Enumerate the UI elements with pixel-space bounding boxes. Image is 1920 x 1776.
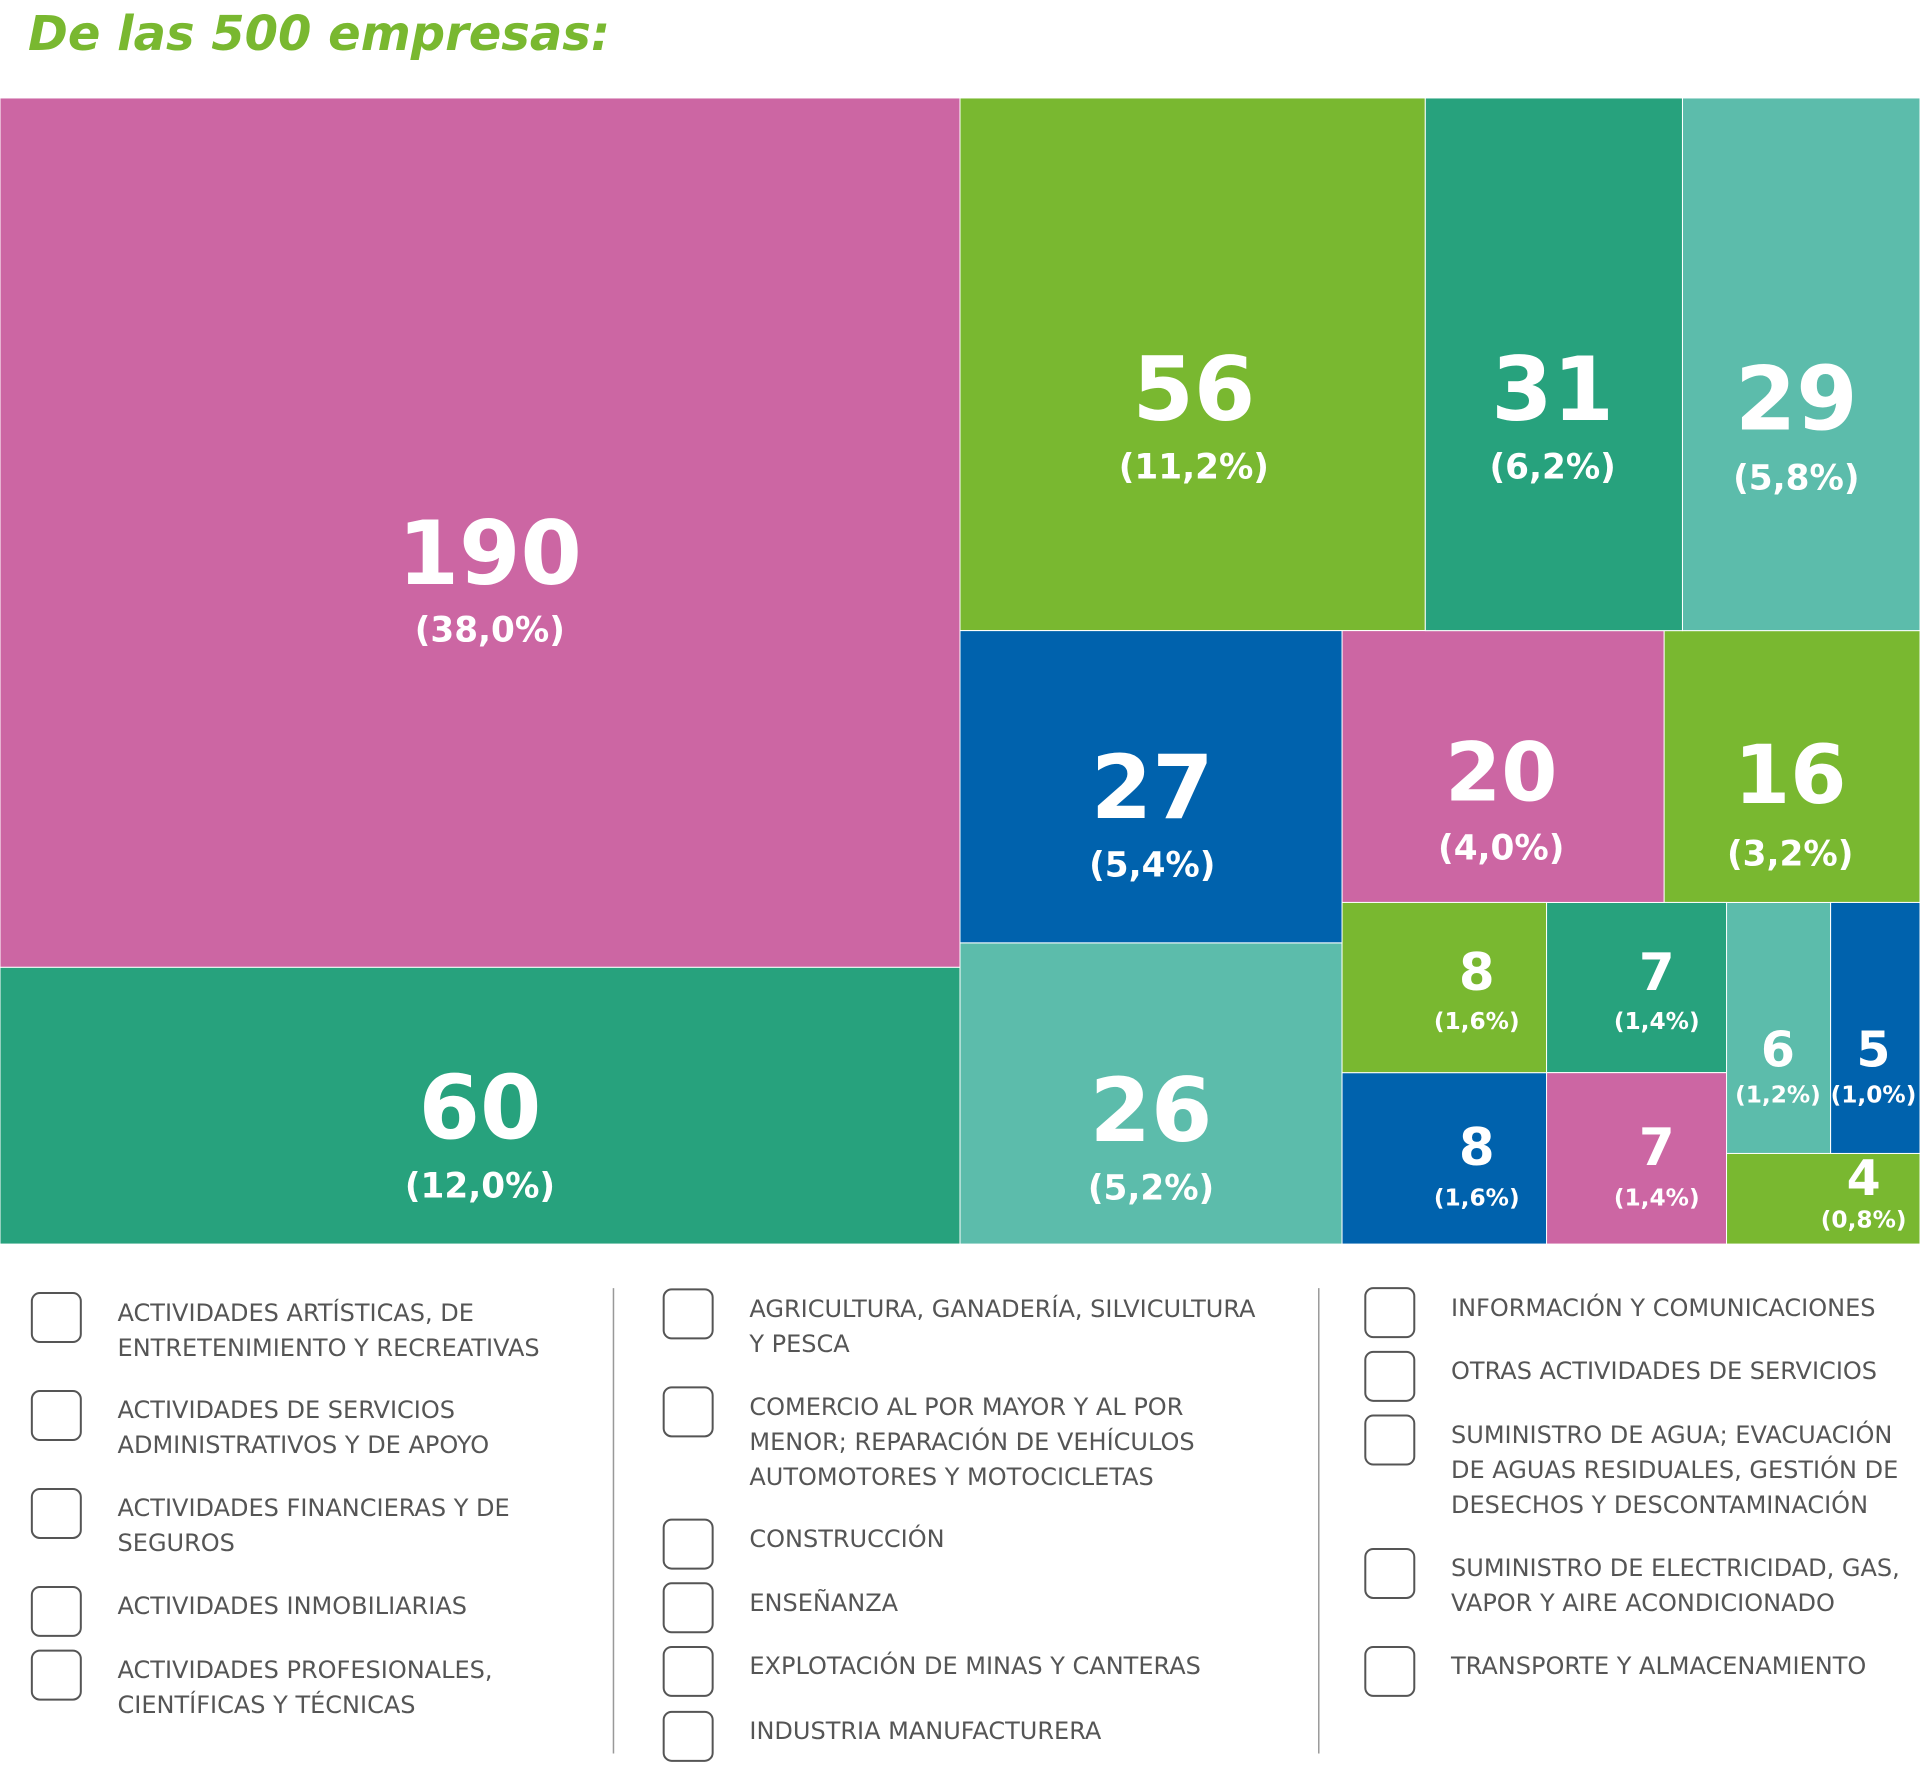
tile-percent: (1,2%)	[1735, 1081, 1821, 1108]
tile-value: 8	[1459, 1118, 1495, 1178]
tile-percent: (5,2%)	[1088, 1169, 1214, 1209]
legend-icon	[662, 1645, 714, 1697]
tile-value: 16	[1734, 729, 1846, 823]
tile	[1830, 901, 1920, 1154]
tile-value: 20	[1445, 727, 1557, 821]
tile-value: 7	[1639, 943, 1675, 1003]
legend-label: EXPLOTACIÓN DE MINAS Y CANTERAS	[749, 1652, 1201, 1681]
tile	[1341, 901, 1548, 1074]
tile	[1726, 901, 1832, 1154]
tile-percent: (1,0%)	[1831, 1081, 1917, 1108]
legend-label: ACTIVIDADES PROFESIONALES, CIENTÍFICAS Y…	[117, 1656, 493, 1720]
tile-percent: (38,0%)	[415, 610, 565, 650]
legend-label: SUMINISTRO DE ELECTRICIDAD, GAS, VAPOR Y…	[1451, 1554, 1900, 1618]
legend-label: SUMINISTRO DE AGUA; EVACUACIÓN DE AGUAS …	[1451, 1420, 1899, 1519]
tile	[1424, 97, 1683, 632]
tile-value: 7	[1639, 1118, 1675, 1178]
tile-value: 190	[398, 502, 582, 605]
legend-icon	[1364, 1547, 1416, 1599]
tile-percent: (1,4%)	[1614, 1008, 1700, 1035]
tile-value: 5	[1856, 1022, 1890, 1079]
legend-label: TRANSPORTE Y ALMACENAMIENTO	[1451, 1652, 1867, 1681]
tile	[1546, 901, 1728, 1074]
legend-icon	[662, 1288, 714, 1340]
legend-icon	[1364, 1287, 1416, 1339]
legend-label: OTRAS ACTIVIDADES DE SERVICIOS	[1451, 1357, 1878, 1386]
legend-icon	[662, 1710, 714, 1762]
legend-icon	[30, 1487, 82, 1539]
tile-percent: (5,8%)	[1733, 459, 1859, 499]
tile	[959, 942, 1343, 1245]
tile-value: 29	[1735, 348, 1858, 451]
tile-value: 26	[1090, 1059, 1213, 1162]
tile-value: 31	[1491, 338, 1614, 441]
tile-value: 8	[1459, 943, 1495, 1003]
tile	[959, 630, 1343, 944]
legend-label: COMERCIO AL POR MAYOR Y AL POR MENOR; RE…	[749, 1392, 1195, 1491]
tile-percent: (4,0%)	[1438, 828, 1564, 868]
legend-label: ACTIVIDADES FINANCIERAS Y DE SEGUROS	[117, 1494, 510, 1558]
tile	[0, 966, 961, 1245]
legend-label: INFORMACIÓN Y COMUNICACIONES	[1451, 1293, 1876, 1322]
legend-label: ACTIVIDADES INMOBILIARIAS	[117, 1592, 467, 1621]
tile-percent: (3,2%)	[1727, 834, 1853, 874]
tile	[1546, 1072, 1728, 1245]
tile-percent: (11,2%)	[1119, 447, 1269, 487]
chart-title: De las 500 empresas:	[28, 6, 611, 62]
tile-value: 56	[1133, 338, 1256, 441]
legend-label: ACTIVIDADES ARTÍSTICAS, DE ENTRETENIMIEN…	[117, 1298, 540, 1362]
legend-icon	[30, 1292, 82, 1344]
tile-percent: (6,2%)	[1489, 447, 1615, 487]
legend-label: ENSEÑANZA	[749, 1588, 899, 1617]
tile	[1681, 97, 1920, 632]
legend-icon	[662, 1582, 714, 1634]
tile-value: 4	[1847, 1150, 1881, 1207]
legend-icon	[30, 1390, 82, 1441]
tile-percent: (5,4%)	[1089, 845, 1215, 885]
legend-icon	[1364, 1350, 1416, 1402]
legend-icon	[1364, 1645, 1416, 1697]
tile	[1341, 1072, 1548, 1245]
legend-label: INDUSTRIA MANUFACTURERA	[749, 1717, 1102, 1746]
tile-percent: (12,0%)	[405, 1166, 555, 1206]
legend-label: AGRICULTURA, GANADERÍA, SILVICULTURA Y P…	[749, 1294, 1256, 1358]
tile	[959, 97, 1426, 632]
tile-percent: (1,6%)	[1434, 1184, 1520, 1211]
legend-icon	[30, 1585, 82, 1637]
tile-percent: (1,6%)	[1434, 1008, 1520, 1035]
tile	[1341, 630, 1665, 903]
tile	[0, 97, 961, 968]
tile-percent: (0,8%)	[1821, 1206, 1907, 1233]
tile	[1663, 630, 1920, 903]
legend-icon	[662, 1518, 714, 1570]
tile-percent: (1,4%)	[1614, 1184, 1700, 1211]
legend-label: ACTIVIDADES DE SERVICIOS ADMINISTRATIVOS…	[117, 1396, 490, 1460]
tile	[1726, 1152, 1920, 1245]
legend-icon	[662, 1386, 714, 1438]
tile-value: 6	[1761, 1022, 1795, 1079]
legend-icon	[1364, 1414, 1416, 1466]
legend-icon	[30, 1649, 82, 1701]
tile-value: 27	[1091, 736, 1214, 839]
tile-value: 60	[419, 1057, 542, 1160]
legend-label: CONSTRUCCIÓN	[749, 1525, 945, 1554]
